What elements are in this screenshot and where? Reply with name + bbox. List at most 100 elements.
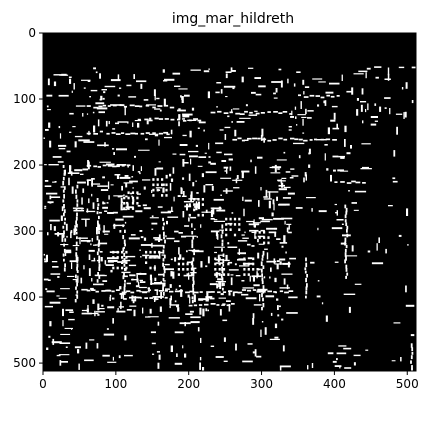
edge-mark	[197, 119, 202, 122]
edge-mark	[162, 277, 165, 281]
edge-mark	[107, 181, 110, 189]
edge-mark	[401, 87, 404, 90]
edge-mark	[287, 78, 289, 84]
edge-mark	[208, 68, 210, 70]
edge-mark	[127, 165, 129, 168]
edge-mark	[72, 126, 76, 128]
edge-mark	[190, 216, 197, 219]
edge-mark	[88, 198, 90, 204]
edge-mark	[134, 155, 136, 158]
edge-mark	[193, 206, 200, 208]
edge-mark	[145, 250, 148, 254]
edge-mark	[221, 229, 224, 234]
edge-mark	[129, 305, 137, 307]
edge-mark	[59, 360, 62, 366]
edge-mark	[252, 268, 255, 271]
edge-mark	[136, 191, 139, 194]
edge-mark	[121, 271, 131, 274]
edge-mark	[88, 268, 91, 276]
edge-mark	[127, 207, 130, 210]
edge-mark	[273, 111, 278, 113]
edge-mark	[232, 138, 238, 141]
edge-mark	[158, 290, 164, 292]
edge-mark	[154, 134, 159, 137]
edge-pixels	[43, 66, 417, 373]
edge-mark	[130, 234, 136, 236]
y-tick-label: 0	[28, 26, 36, 40]
edge-mark	[101, 290, 106, 292]
edge-mark	[139, 105, 143, 108]
edge-mark	[137, 296, 142, 299]
edge-mark	[388, 205, 393, 207]
edge-mark	[270, 172, 281, 174]
edge-mark	[43, 278, 49, 281]
edge-mark	[262, 285, 265, 290]
edge-mark	[100, 95, 103, 101]
edge-mark	[216, 151, 222, 154]
edge-mark	[75, 254, 78, 263]
edge-mark	[143, 99, 149, 101]
edge-mark	[185, 313, 193, 315]
edge-mark	[123, 194, 125, 196]
edge-mark	[305, 277, 307, 283]
edge-mark	[233, 187, 240, 189]
edge-mark	[327, 127, 330, 135]
edge-mark	[62, 320, 64, 327]
edge-mark	[147, 289, 151, 291]
edge-mark	[216, 304, 220, 306]
edge-mark	[273, 203, 275, 211]
edge-mark	[305, 174, 307, 181]
edge-mark	[345, 256, 347, 261]
edge-mark	[125, 266, 128, 270]
edge-mark	[203, 129, 205, 132]
edge-mark	[192, 276, 195, 282]
edge-mark	[60, 333, 71, 335]
edge-mark	[93, 244, 97, 246]
edge-mark	[44, 258, 46, 261]
edge-mark	[169, 173, 172, 177]
edge-mark	[157, 105, 163, 107]
edge-mark	[80, 277, 83, 284]
edge-mark	[161, 178, 164, 181]
edge-mark	[108, 195, 110, 200]
edge-mark	[238, 248, 240, 255]
edge-mark	[223, 360, 228, 362]
edge-mark	[128, 237, 140, 240]
edge-mark	[231, 303, 235, 305]
edge-mark	[67, 275, 75, 277]
edge-mark	[119, 87, 122, 89]
edge-mark	[344, 241, 346, 246]
edge-mark	[154, 296, 157, 301]
edge-mark	[345, 268, 348, 272]
edge-mark	[340, 242, 347, 245]
edge-mark	[176, 353, 178, 357]
edge-mark	[117, 121, 128, 123]
edge-mark	[116, 165, 120, 168]
edge-mark	[267, 290, 272, 293]
edge-mark	[200, 224, 202, 228]
edge-mark	[93, 165, 98, 168]
edge-mark	[199, 357, 202, 361]
edge-mark	[395, 113, 403, 115]
edge-mark	[93, 133, 98, 135]
edge-mark	[261, 258, 264, 261]
edge-mark	[346, 272, 349, 276]
edge-mark	[274, 164, 277, 173]
edge-mark	[229, 217, 232, 221]
edge-mark	[116, 310, 126, 313]
edge-mark	[69, 311, 74, 313]
edge-mark	[136, 273, 147, 275]
edge-mark	[188, 272, 190, 280]
edge-mark	[125, 133, 131, 135]
edge-mark	[146, 120, 149, 125]
edge-mark	[182, 113, 193, 116]
edge-mark	[371, 262, 384, 265]
edge-mark	[177, 273, 180, 276]
edge-mark	[121, 259, 131, 262]
edge-mark	[217, 278, 223, 281]
edge-mark	[152, 194, 155, 197]
edge-mark	[98, 231, 100, 235]
edge-mark	[162, 226, 165, 231]
edge-mark	[242, 196, 244, 201]
x-tick-label: 500	[396, 377, 419, 391]
